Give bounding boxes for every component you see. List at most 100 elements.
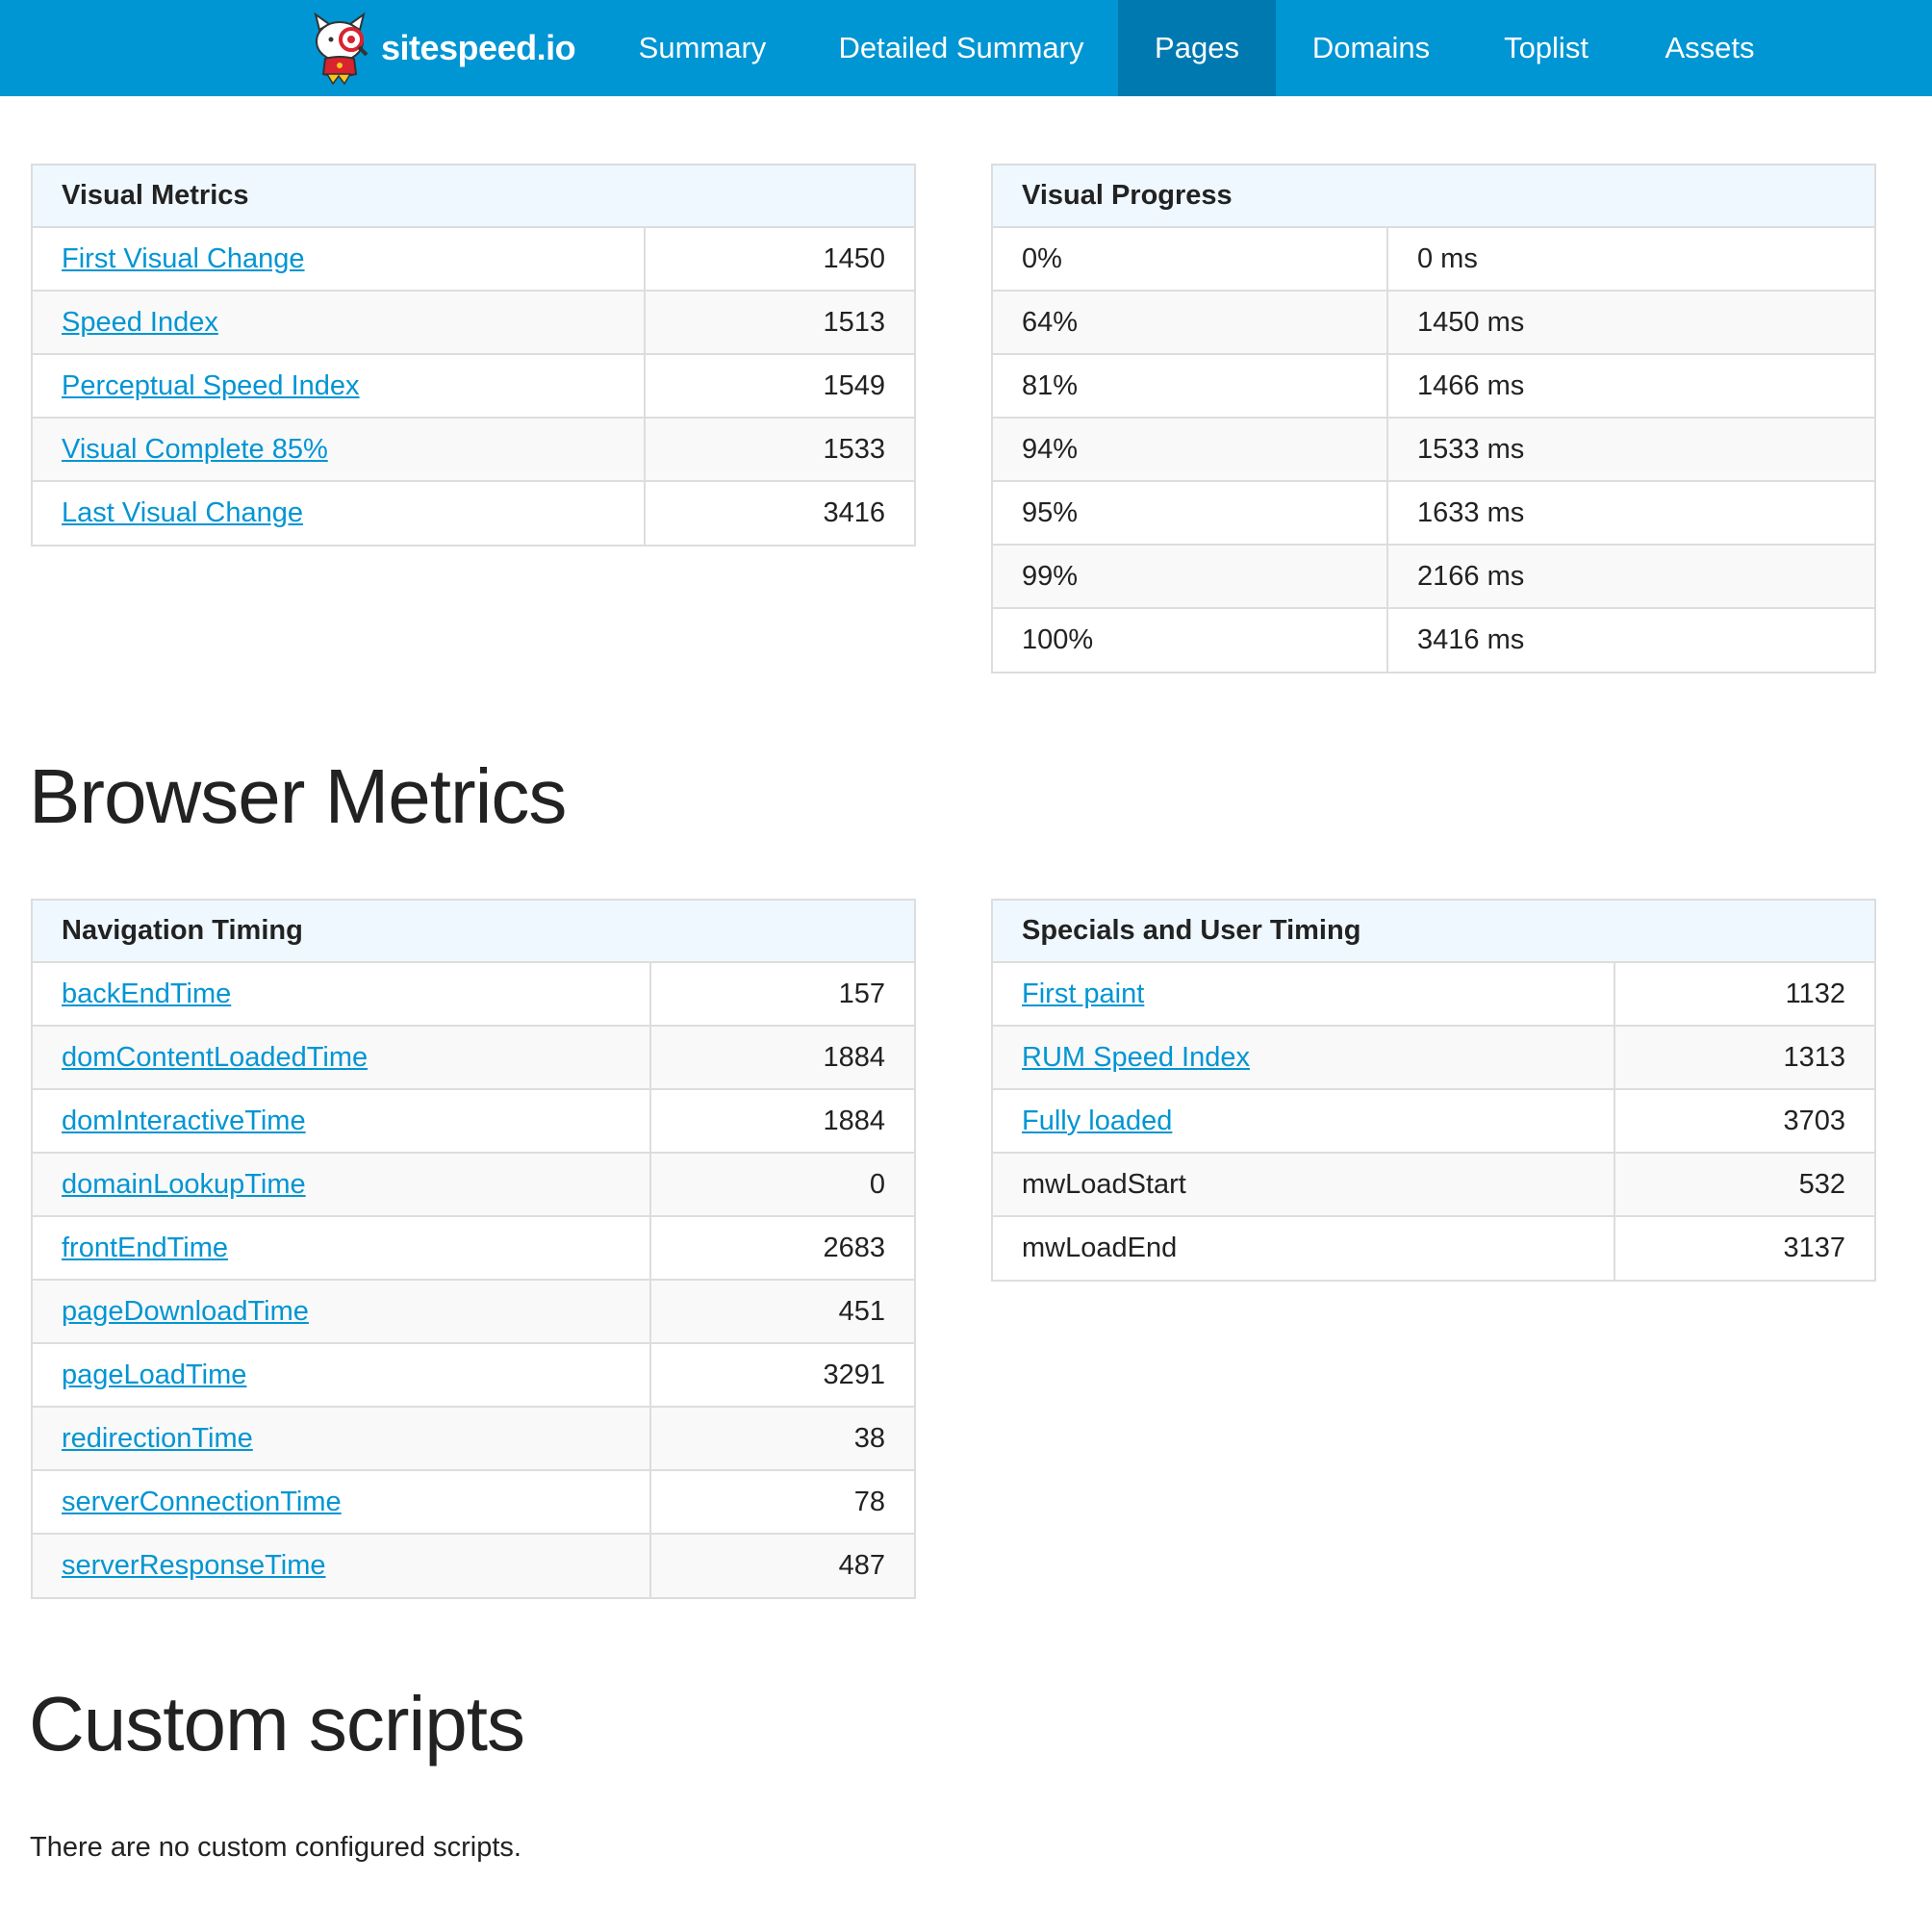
table-row: 100% 3416 ms — [993, 607, 1874, 672]
progress-time: 2166 ms — [1386, 544, 1874, 608]
progress-percent: 81% — [993, 353, 1387, 418]
browser-metrics-heading: Browser Metrics — [29, 753, 567, 839]
metric-link-backendtime[interactable]: backEndTime — [62, 978, 232, 1009]
metric-link-first-visual-change[interactable]: First Visual Change — [62, 242, 305, 274]
specials-user-timing-title: Specials and User Timing — [993, 901, 1874, 963]
table-row: Speed Index 1513 — [33, 290, 914, 354]
nav-summary[interactable]: Summary — [638, 31, 767, 64]
metric-value: 1884 — [649, 1088, 914, 1153]
metric-link-fully-loaded[interactable]: Fully loaded — [1022, 1105, 1173, 1136]
nav-pages[interactable]: Pages — [1118, 0, 1276, 96]
visual-metrics-table: Visual Metrics First Visual Change 1450 … — [33, 165, 914, 545]
table-row: frontEndTime 2683 — [33, 1215, 914, 1280]
metric-link-redirectiontime[interactable]: redirectionTime — [62, 1422, 253, 1454]
navigation-timing-panel: Navigation Timing backEndTime 157 domCon… — [31, 899, 916, 1599]
metric-value: 1549 — [644, 353, 914, 418]
metric-link-last-visual-change[interactable]: Last Visual Change — [62, 497, 303, 528]
table-row: 95% 1633 ms — [993, 480, 1874, 545]
metric-link-frontendtime[interactable]: frontEndTime — [62, 1232, 228, 1263]
brand-link[interactable]: sitespeed.io — [306, 0, 576, 96]
nav-toplist[interactable]: Toplist — [1504, 31, 1589, 64]
table-row: 64% 1450 ms — [993, 290, 1874, 354]
metric-link-pagedownloadtime[interactable]: pageDownloadTime — [62, 1295, 309, 1327]
progress-percent: 0% — [993, 226, 1387, 291]
visual-metrics-panel: Visual Metrics First Visual Change 1450 … — [31, 164, 916, 547]
progress-time: 1633 ms — [1386, 480, 1874, 545]
progress-percent: 64% — [993, 290, 1387, 354]
table-row: 99% 2166 ms — [993, 544, 1874, 608]
table-row: mwLoadEnd 3137 — [993, 1215, 1874, 1280]
progress-time: 1466 ms — [1386, 353, 1874, 418]
metric-label-mwloadend: mwLoadEnd — [993, 1215, 1614, 1280]
visual-metrics-title: Visual Metrics — [33, 165, 914, 228]
table-row: 81% 1466 ms — [993, 353, 1874, 418]
table-row: Perceptual Speed Index 1549 — [33, 353, 914, 418]
table-row: domainLookupTime 0 — [33, 1152, 914, 1216]
brand-name: sitespeed.io — [381, 28, 576, 67]
table-row: backEndTime 157 — [33, 961, 914, 1026]
metric-value: 1533 — [644, 417, 914, 481]
metric-value: 532 — [1614, 1152, 1874, 1216]
metric-value: 1450 — [644, 226, 914, 291]
progress-percent: 99% — [993, 544, 1387, 608]
metric-value: 78 — [649, 1469, 914, 1534]
navigation-timing-table: Navigation Timing backEndTime 157 domCon… — [33, 901, 914, 1597]
table-row: Last Visual Change 3416 — [33, 480, 914, 545]
progress-time: 0 ms — [1386, 226, 1874, 291]
nav-detailed-summary[interactable]: Detailed Summary — [838, 31, 1084, 64]
metric-link-speed-index[interactable]: Speed Index — [62, 306, 218, 338]
table-row: 94% 1533 ms — [993, 417, 1874, 481]
nav-domains[interactable]: Domains — [1311, 31, 1431, 64]
top-navbar: sitespeed.io Summary Detailed Summary Pa… — [0, 0, 1932, 96]
sitespeed-cat-logo-icon — [314, 12, 369, 86]
navigation-timing-title: Navigation Timing — [33, 901, 914, 963]
metric-link-perceptual-speed-index[interactable]: Perceptual Speed Index — [62, 369, 360, 401]
custom-scripts-heading: Custom scripts — [29, 1681, 525, 1767]
metric-link-domcontentloadedtime[interactable]: domContentLoadedTime — [62, 1041, 369, 1073]
metric-value: 1513 — [644, 290, 914, 354]
metric-link-visual-complete-85[interactable]: Visual Complete 85% — [62, 433, 328, 465]
progress-time: 1450 ms — [1386, 290, 1874, 354]
table-row: serverResponseTime 487 — [33, 1533, 914, 1597]
metric-value: 451 — [649, 1279, 914, 1343]
metric-value: 157 — [649, 961, 914, 1026]
metric-link-serverconnectiontime[interactable]: serverConnectionTime — [62, 1486, 342, 1517]
table-row: redirectionTime 38 — [33, 1406, 914, 1470]
table-row: pageDownloadTime 451 — [33, 1279, 914, 1343]
metric-value: 3416 — [644, 480, 914, 545]
progress-percent: 95% — [993, 480, 1387, 545]
metric-link-pageloadtime[interactable]: pageLoadTime — [62, 1359, 247, 1390]
metric-value: 1132 — [1614, 961, 1874, 1026]
custom-scripts-message: There are no custom configured scripts. — [30, 1832, 521, 1863]
table-row: domInteractiveTime 1884 — [33, 1088, 914, 1153]
progress-percent: 94% — [993, 417, 1387, 481]
table-row: serverConnectionTime 78 — [33, 1469, 914, 1534]
metric-value: 1313 — [1614, 1025, 1874, 1089]
metric-link-serverresponsetime[interactable]: serverResponseTime — [62, 1550, 326, 1581]
metric-link-rum-speed-index[interactable]: RUM Speed Index — [1022, 1041, 1250, 1073]
metric-value: 38 — [649, 1406, 914, 1470]
specials-user-timing-panel: Specials and User Timing First paint 113… — [991, 899, 1876, 1282]
metric-link-dominteractivetime[interactable]: domInteractiveTime — [62, 1105, 306, 1136]
progress-percent: 100% — [993, 607, 1387, 672]
table-row: Fully loaded 3703 — [993, 1088, 1874, 1153]
table-row: domContentLoadedTime 1884 — [33, 1025, 914, 1089]
specials-user-timing-table: Specials and User Timing First paint 113… — [993, 901, 1874, 1280]
visual-progress-panel: Visual Progress 0% 0 ms 64% 1450 ms 81% … — [991, 164, 1876, 674]
metric-value: 0 — [649, 1152, 914, 1216]
table-row: Visual Complete 85% 1533 — [33, 417, 914, 481]
metric-value: 487 — [649, 1533, 914, 1597]
metric-link-domainlookuptime[interactable]: domainLookupTime — [62, 1168, 306, 1200]
progress-time: 3416 ms — [1386, 607, 1874, 672]
table-row: 0% 0 ms — [993, 226, 1874, 291]
progress-time: 1533 ms — [1386, 417, 1874, 481]
visual-progress-table: Visual Progress 0% 0 ms 64% 1450 ms 81% … — [993, 165, 1874, 672]
visual-progress-title: Visual Progress — [993, 165, 1874, 228]
table-row: pageLoadTime 3291 — [33, 1342, 914, 1407]
metric-value: 3137 — [1614, 1215, 1874, 1280]
table-row: First paint 1132 — [993, 961, 1874, 1026]
table-row: mwLoadStart 532 — [993, 1152, 1874, 1216]
nav-assets[interactable]: Assets — [1665, 31, 1755, 64]
metric-link-first-paint[interactable]: First paint — [1022, 978, 1145, 1009]
metric-value: 3703 — [1614, 1088, 1874, 1153]
